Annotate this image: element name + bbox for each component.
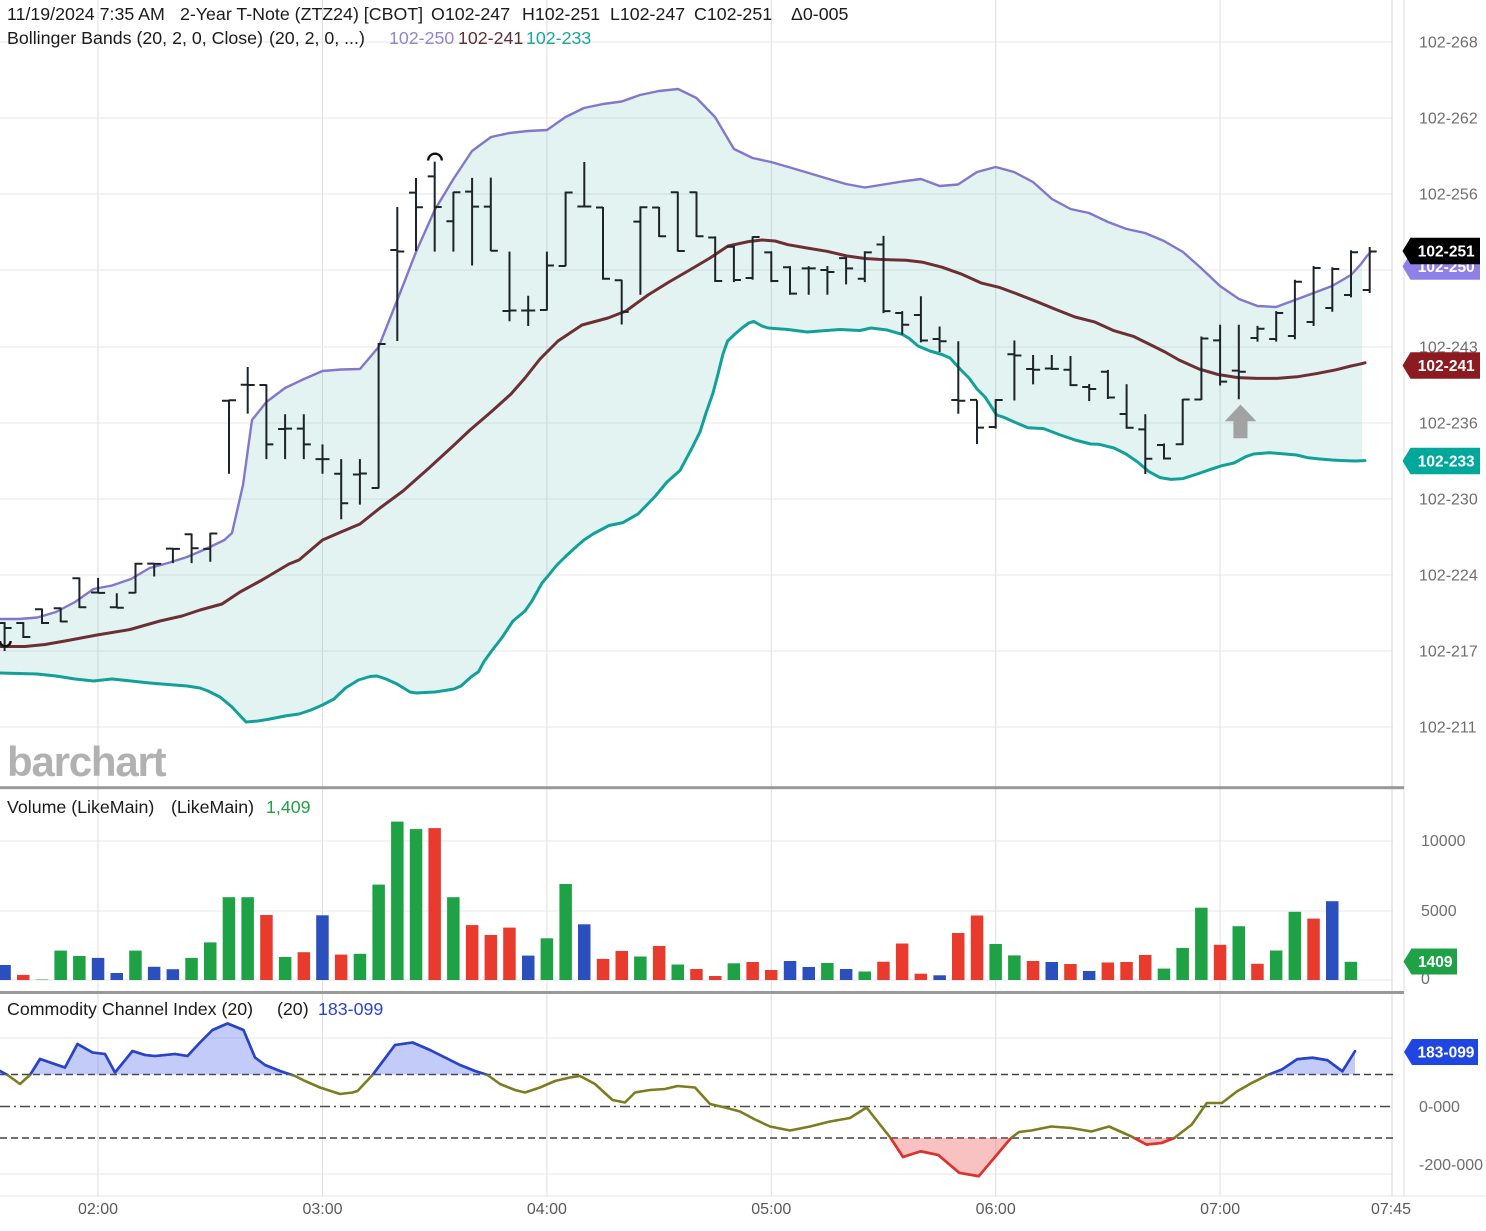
- svg-text:102-233: 102-233: [1418, 454, 1475, 471]
- svg-text:2-Year T-Note (ZTZ24) [CBOT]: 2-Year T-Note (ZTZ24) [CBOT]: [180, 4, 423, 24]
- svg-text:102-250: 102-250: [389, 28, 454, 48]
- svg-text:102-256: 102-256: [1419, 187, 1478, 204]
- svg-text:102-211: 102-211: [1419, 720, 1477, 737]
- svg-text:102-224: 102-224: [1419, 568, 1478, 585]
- svg-text:102-230: 102-230: [1419, 492, 1478, 509]
- svg-text:barchart: barchart: [7, 738, 167, 785]
- svg-text:03:00: 03:00: [302, 1201, 342, 1218]
- svg-text:102-241: 102-241: [1418, 358, 1475, 375]
- svg-text:07:00: 07:00: [1200, 1201, 1240, 1218]
- svg-text:Volume (LikeMain): Volume (LikeMain): [7, 797, 154, 817]
- svg-text:Commodity Channel Index (20): Commodity Channel Index (20): [7, 999, 253, 1019]
- svg-text:02:00: 02:00: [78, 1201, 118, 1218]
- svg-text:1409: 1409: [1418, 954, 1453, 971]
- svg-text:5000: 5000: [1421, 903, 1457, 920]
- svg-text:(LikeMain): (LikeMain): [171, 797, 254, 817]
- svg-text:(20, 2, 0, ...): (20, 2, 0, ...): [269, 28, 365, 48]
- svg-text:-200-000: -200-000: [1419, 1157, 1483, 1174]
- svg-text:H102-251: H102-251: [522, 4, 600, 24]
- svg-text:102-236: 102-236: [1419, 416, 1478, 433]
- svg-text:102-241: 102-241: [458, 28, 523, 48]
- svg-text:L102-247: L102-247: [610, 4, 685, 24]
- svg-text:O102-247: O102-247: [431, 4, 510, 24]
- svg-text:0-000: 0-000: [1419, 1099, 1460, 1116]
- svg-text:10000: 10000: [1421, 833, 1466, 850]
- svg-text:183-099: 183-099: [318, 999, 383, 1019]
- svg-text:06:00: 06:00: [976, 1201, 1016, 1218]
- svg-text:0: 0: [1421, 971, 1430, 988]
- svg-text:1,409: 1,409: [266, 797, 311, 817]
- svg-text:102-233: 102-233: [526, 28, 591, 48]
- svg-text:05:00: 05:00: [751, 1201, 791, 1218]
- svg-text:102-217: 102-217: [1419, 644, 1478, 661]
- svg-text:04:00: 04:00: [527, 1201, 567, 1218]
- svg-text:102-268: 102-268: [1419, 35, 1478, 52]
- svg-text:Δ0-005: Δ0-005: [791, 4, 848, 24]
- svg-text:102-262: 102-262: [1419, 111, 1478, 128]
- svg-text:07:45: 07:45: [1371, 1201, 1411, 1218]
- svg-text:11/19/2024 7:35 AM: 11/19/2024 7:35 AM: [7, 4, 165, 24]
- svg-text:102-251: 102-251: [1418, 244, 1475, 261]
- svg-text:(20): (20): [277, 999, 309, 1019]
- svg-text:C102-251: C102-251: [694, 4, 772, 24]
- svg-text:Bollinger Bands (20, 2, 0, Clo: Bollinger Bands (20, 2, 0, Close): [7, 28, 263, 48]
- svg-text:183-099: 183-099: [1418, 1045, 1475, 1062]
